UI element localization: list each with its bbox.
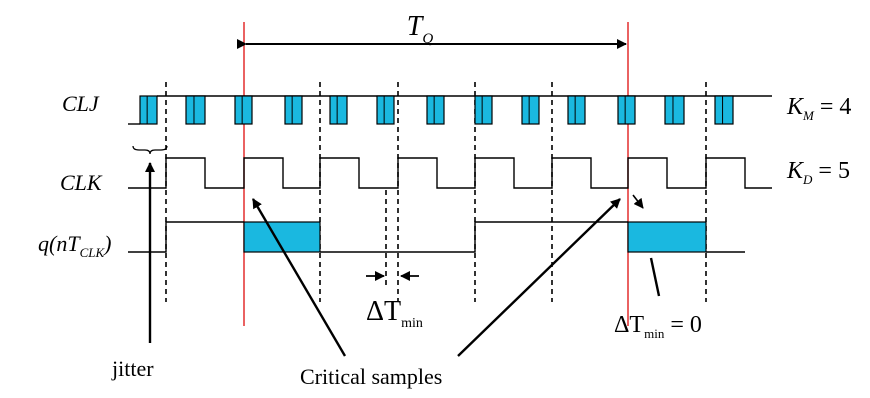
- q-label: q(nTCLK): [38, 231, 111, 260]
- clj-label: CLJ: [62, 91, 100, 116]
- clj-pulse: [714, 95, 734, 125]
- clj-pulse: [234, 95, 253, 125]
- critical-arrow-right: [457, 198, 621, 357]
- clj-pulse-train: [139, 95, 734, 125]
- q-waveform-start: [128, 221, 244, 253]
- clj-pulse: [474, 95, 493, 125]
- delta-zero-pointer: [649, 257, 661, 297]
- clj-pulse: [139, 95, 158, 125]
- clk-waveform: [128, 157, 772, 189]
- clj-pulse: [329, 95, 348, 125]
- km-parameter: KM = 4: [786, 94, 851, 123]
- clj-pulse: [284, 95, 303, 125]
- clj-pulse: [617, 95, 636, 125]
- kd-parameter: KD = 5: [786, 158, 850, 187]
- delta-tmin-label: ΔTmin: [366, 296, 423, 331]
- q-waveform-middle: [320, 221, 628, 253]
- clj-pulse: [426, 95, 445, 125]
- critical-marker-right: [632, 194, 644, 209]
- critical-arrow-left: [251, 198, 347, 357]
- clj-pulse: [185, 95, 206, 125]
- clk-label: CLK: [60, 170, 103, 195]
- clj-pulse: [521, 95, 540, 125]
- jitter-label: jitter: [111, 356, 154, 381]
- clj-pulse: [567, 95, 586, 125]
- q-pulse-right: [627, 221, 707, 253]
- jitter-bracket: [132, 145, 168, 155]
- clj-pulse: [664, 95, 685, 125]
- period-label: TQ: [407, 11, 434, 47]
- delta-tmin-zero-label: ΔTmin = 0: [614, 312, 702, 341]
- critical-samples-label: Critical samples: [300, 364, 442, 389]
- clj-pulse: [376, 95, 395, 125]
